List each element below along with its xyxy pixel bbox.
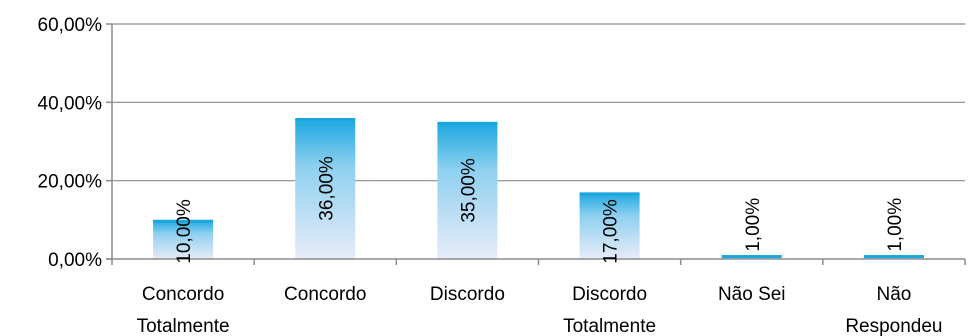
category-label: Discordo Totalmente [563, 284, 656, 336]
bars [153, 118, 924, 260]
y-tick-label: 20,00% [38, 172, 103, 193]
category-label: Concordo [284, 284, 366, 305]
bar [437, 121, 498, 260]
gridlines [112, 23, 965, 182]
data-label: 35,00% [458, 158, 479, 223]
category-labels: Concordo Totalmente Concordo Discordo Discor… [137, 284, 943, 336]
bar-top-edge [153, 219, 214, 223]
bar-top-edge [295, 118, 356, 121]
y-tick-labels: 0,00% 20,00% 40,00% 60,00% [38, 15, 103, 271]
data-label: 1,00% [743, 198, 764, 252]
bar-top-edge [863, 255, 924, 259]
y-tick-label: 0,00% [48, 250, 102, 271]
data-label: 36,00% [316, 156, 337, 221]
bar [153, 219, 214, 259]
data-label: 1,00% [885, 198, 906, 252]
bar-top-edge [579, 192, 640, 196]
data-label: 17,00% [601, 199, 622, 264]
category-label: Não Sei [718, 284, 786, 305]
category-label: Não Respondeu [845, 284, 942, 336]
bar-top-edge [721, 255, 782, 259]
bar [295, 118, 356, 259]
y-tick-label: 60,00% [38, 15, 103, 36]
bar [579, 192, 640, 259]
bar-top-edge [437, 121, 498, 125]
data-labels: 10,00% 36,00% 35,00% 17,00% 1,00% 1,00% [174, 156, 906, 264]
data-label: 10,00% [174, 199, 195, 264]
category-label: Concordo Totalmente [137, 284, 230, 336]
category-label: Discordo [430, 284, 505, 305]
axes [106, 23, 966, 265]
y-tick-label: 40,00% [38, 93, 103, 114]
